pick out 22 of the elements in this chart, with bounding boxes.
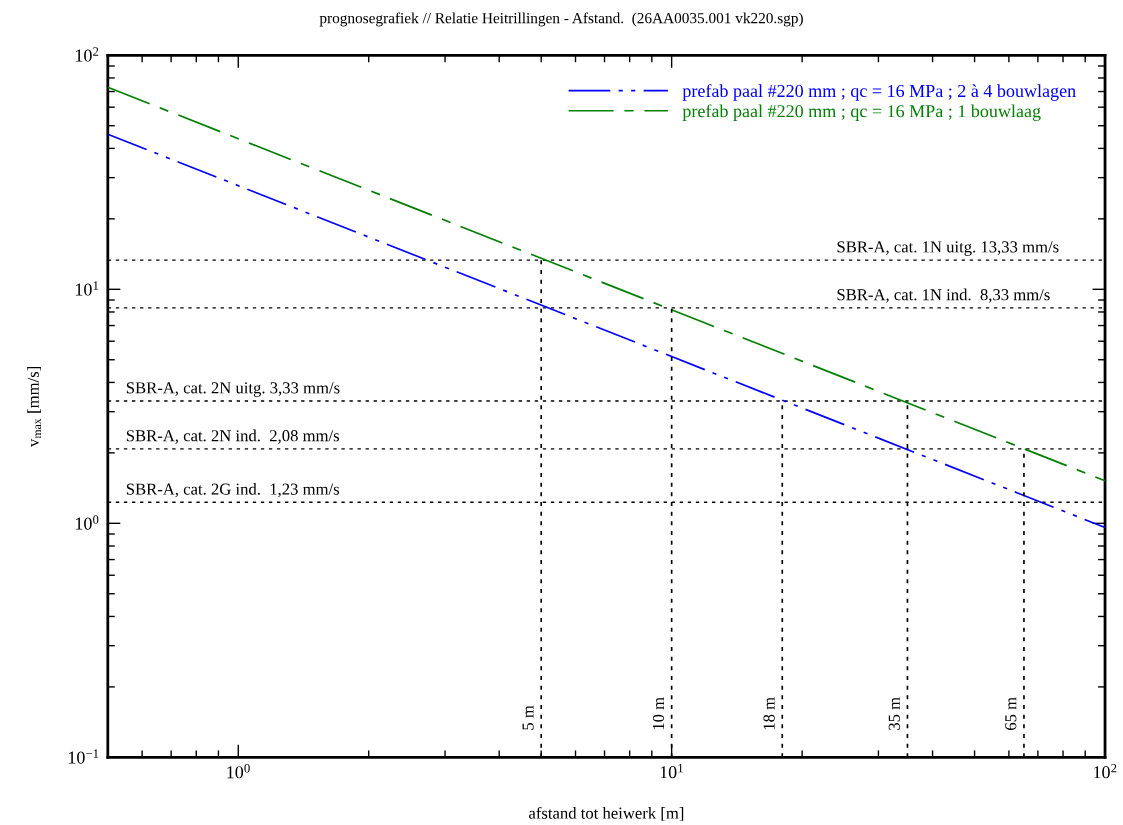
annotation: 18 m [763,697,775,730]
annotation: 35 m [888,697,900,730]
y-axis-title: v$_{max}$ [mm/s] [27,366,42,447]
y-tick-label: 10$^{0}$ [75,515,99,530]
annotation: 10 m [652,697,665,730]
text: prefab paal #220 mm ; qc = 16 MPa ; 2 à 4 bouwlagen [682,84,1076,101]
y-tick-label: 10$^{1}$ [75,281,99,296]
annotation: SBR-A, cat. 1N ind. 8,33 mm/s [837,288,1050,303]
annotation: SBR-A, cat. 2G ind. 1,23 mm/s [126,483,340,498]
annotation: 65 m [1005,697,1017,730]
annotation: SBR-A, cat. 2N uitg. 3,33 mm/s [126,382,340,397]
x-tick-label: 10$^{1}$ [660,763,683,779]
annotation: SBR-A, cat. 1N uitg. 13,33 mm/s [837,241,1059,256]
y-tick-label: 10$^{2}$ [75,47,99,62]
annotation: 5 m [522,705,534,730]
x-axis-title: afstand tot heiwerk [m] [529,806,684,821]
x-tick-label: 10$^{2}$ [1094,763,1117,779]
text: prefab paal #220 mm ; qc = 16 MPa ; 1 bouwlaag [682,104,1041,121]
chart-title: prognosegrafiek // Relatie Heitrillingen - Afstand. (26AA0035.001 vk220.sgp) [319,12,803,27]
y-tick-label: 10$^{−1}$ [68,749,99,764]
x-tick-label: 10$^{0}$ [227,763,250,779]
annotation: SBR-A, cat. 2N ind. 2,08 mm/s [126,429,340,444]
